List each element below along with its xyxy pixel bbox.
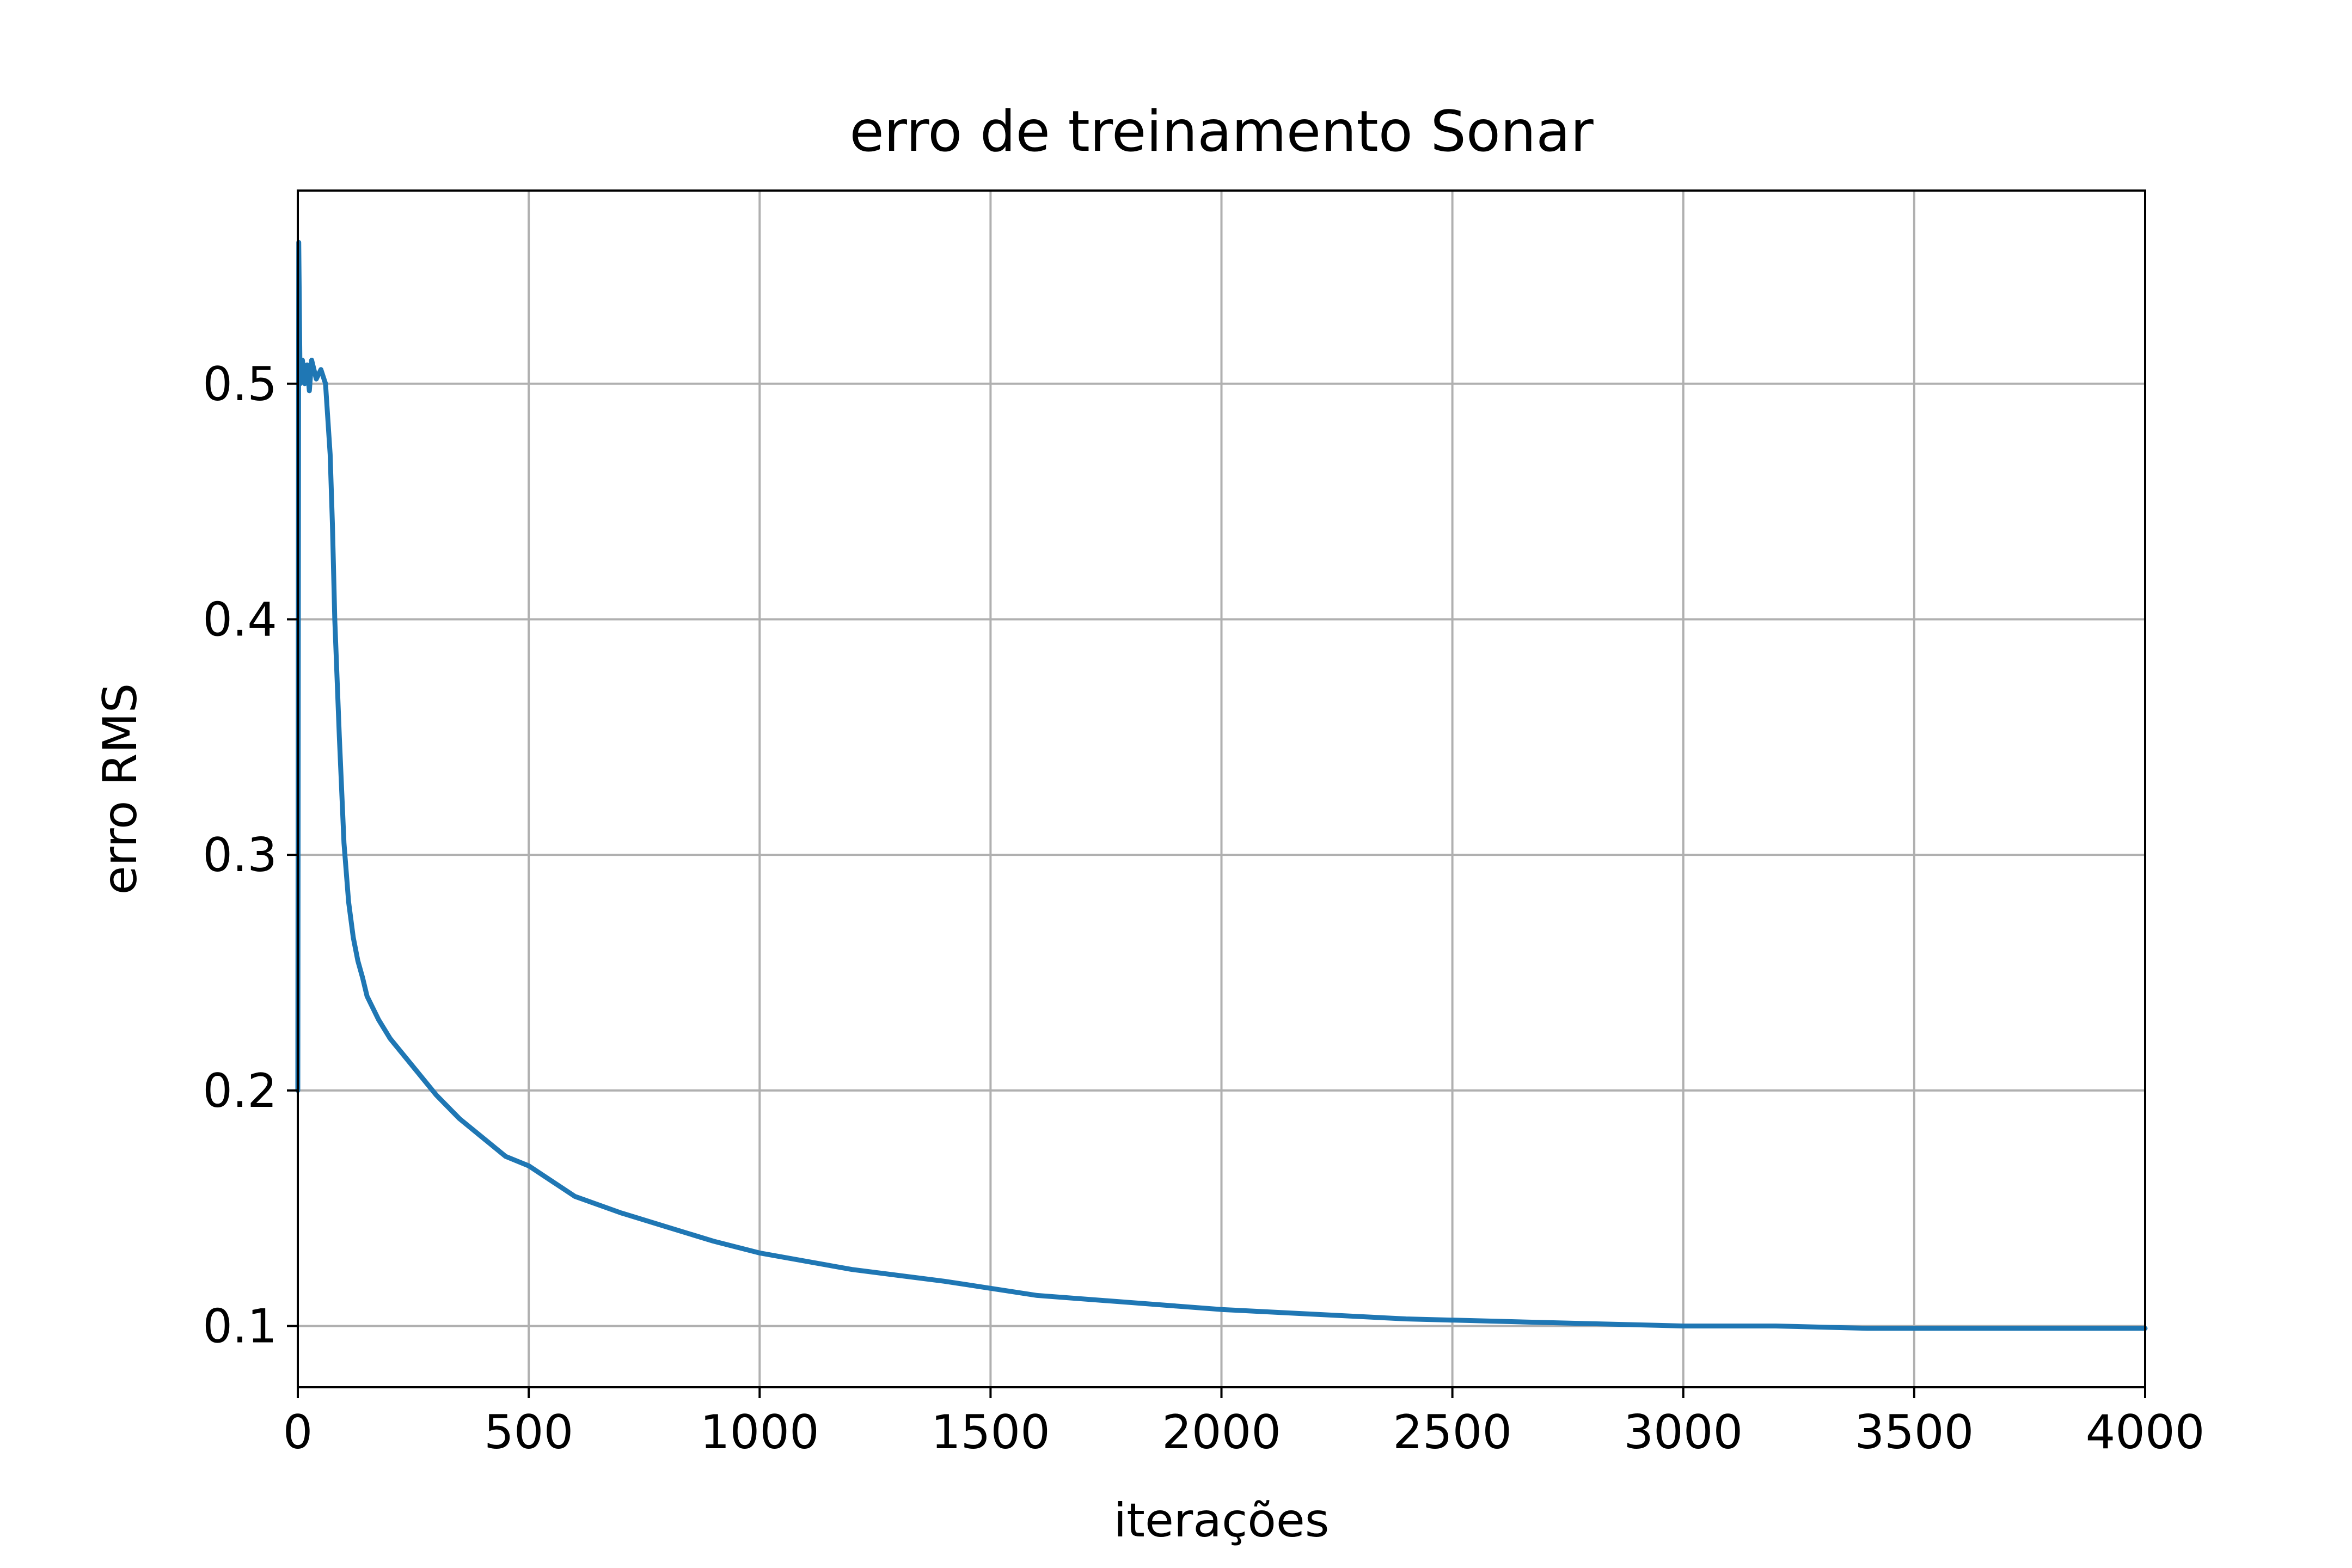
x-tick-label: 3500 xyxy=(1854,1405,1974,1460)
x-tick-label: 0 xyxy=(283,1405,313,1460)
grid-lines xyxy=(297,191,2146,1387)
y-axis-label: erro RMS xyxy=(93,683,148,895)
x-axis-label: iterações xyxy=(1113,1493,1329,1548)
x-tick-label: 4000 xyxy=(2086,1405,2205,1460)
x-tick-label: 2000 xyxy=(1162,1405,1281,1460)
y-tick-label: 0.2 xyxy=(203,1064,277,1118)
series-line xyxy=(295,240,2148,1331)
y-tick-label: 0.4 xyxy=(203,592,277,647)
x-tick-label: 2500 xyxy=(1393,1405,1512,1460)
x-tick-label: 500 xyxy=(484,1405,573,1460)
x-tick-label: 1500 xyxy=(931,1405,1050,1460)
y-tick-label: 0.3 xyxy=(203,828,277,883)
y-tick-label: 0.5 xyxy=(203,357,277,412)
chart-title: erro de treinamento Sonar xyxy=(849,99,1594,164)
axis-ticks: 0 500 1000 1500 2000 2500 3000 3500 4000 0.1 0.2 0.… xyxy=(203,357,2204,1460)
x-tick-label: 3000 xyxy=(1624,1405,1743,1460)
series-group xyxy=(295,240,2148,1331)
x-tick-label: 1000 xyxy=(700,1405,819,1460)
y-tick-label: 0.1 xyxy=(203,1300,277,1354)
